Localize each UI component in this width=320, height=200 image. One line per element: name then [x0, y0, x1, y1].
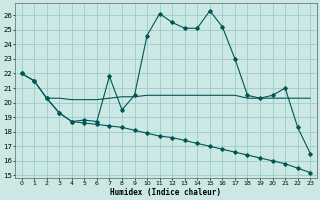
- X-axis label: Humidex (Indice chaleur): Humidex (Indice chaleur): [110, 188, 221, 197]
